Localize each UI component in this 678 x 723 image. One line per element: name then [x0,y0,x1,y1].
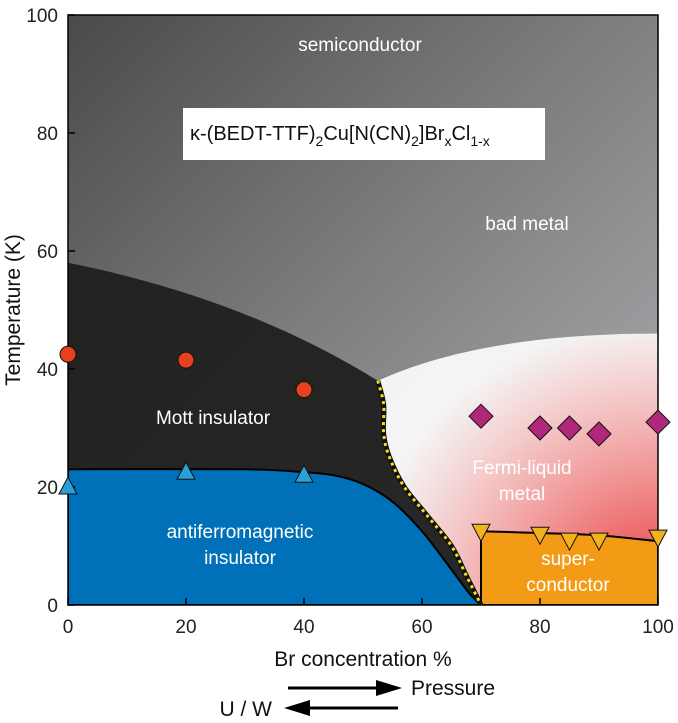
x-tick-label: 80 [529,617,550,638]
label-afm-line1: antiferromagnetic [167,522,314,543]
marker-triangle-up [58,475,78,495]
title-sub-2a: 2 [316,133,324,149]
marker-triangle-down [471,523,491,543]
label-fermi-line2: metal [499,484,545,505]
title-sub-1-x: 1-x [470,133,489,149]
marker-triangle-up [294,464,314,483]
uw-label: U / W [220,698,273,721]
data-points [58,345,671,552]
label-bad-metal: bad metal [485,214,568,235]
marker-diamond [645,409,671,435]
y-tick-label: 40 [37,360,58,381]
marker-circle [177,351,195,369]
title-sub-2b: 2 [411,133,419,149]
title-box [183,108,545,160]
marker-diamond [556,415,583,441]
marker-triangle-down [559,532,580,552]
label-sc-line1: super- [541,549,595,570]
marker-triangle-down [530,526,550,546]
axis-ticks: 0 20 40 60 80 100 0 20 40 60 80 100 [26,6,674,638]
title-part-kappa: κ-(BEDT-TTF) [190,123,316,145]
x-tick-label: 40 [293,617,314,638]
y-tick-label: 80 [37,124,58,145]
first-order-line-dots [376,380,483,605]
marker-diamond [586,421,612,447]
marker-diamond [527,415,553,441]
marker-triangle-down [648,529,668,549]
x-tick-label: 60 [411,617,432,638]
x-tick-label: 20 [175,617,196,638]
marker-triangle-up [176,461,196,480]
chart-title: κ-(BEDT-TTF)2Cu[N(CN)2]BrxCl1-x [190,123,490,149]
x-tick-label: 100 [642,617,674,638]
plot-frame [67,14,659,606]
x-tick-label: 0 [63,617,74,638]
y-tick-label: 60 [37,242,58,263]
title-part-cl: Cl [451,123,470,145]
x-axis-label: Br concentration % [274,648,451,671]
y-tick-label: 100 [26,6,58,27]
label-sc-line2: conductor [526,575,610,596]
label-semiconductor: semiconductor [298,35,422,56]
antiferromagnetic-region [68,468,483,605]
title-sub-x: x [444,133,451,149]
label-mott-insulator: Mott insulator [156,408,271,429]
marker-diamond [468,403,494,429]
pressure-label: Pressure [411,677,495,700]
marker-circle [59,345,77,363]
label-afm-line2: insulator [204,548,276,569]
y-tick-label: 20 [37,478,58,499]
uw-arrow [284,700,398,716]
marker-circle [295,381,313,399]
marker-triangle-down [589,532,609,552]
title-part-br: ]Br [419,123,445,145]
pressure-arrow [288,680,402,696]
y-tick-label: 0 [47,596,58,617]
title-part-cu: Cu[N(CN) [323,123,411,145]
label-fermi-line1: Fermi-liquid [472,458,571,479]
y-axis-label: Temperature (K) [2,234,25,386]
